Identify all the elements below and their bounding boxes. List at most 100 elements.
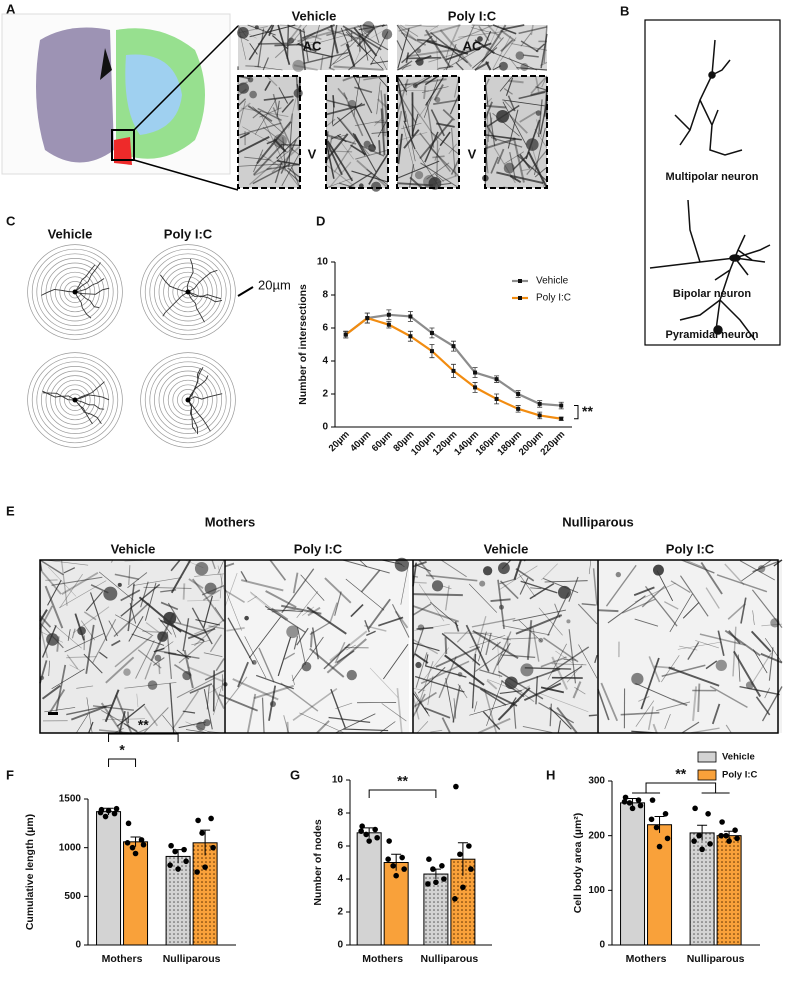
soma <box>237 26 249 39</box>
neurite <box>398 24 422 32</box>
neurite <box>594 655 598 664</box>
micrograph <box>598 560 782 733</box>
legend-marker <box>518 279 522 283</box>
neurite <box>432 155 445 159</box>
condition-label: Vehicle <box>48 226 93 241</box>
neurite <box>143 586 192 589</box>
region-label: V <box>468 146 477 161</box>
neurite <box>397 28 410 69</box>
neurite <box>535 676 538 705</box>
neurite <box>354 86 373 94</box>
region-label: AC <box>303 38 322 53</box>
soma <box>204 582 217 595</box>
neurite <box>370 60 389 65</box>
neurite <box>337 87 348 100</box>
data-point <box>194 869 200 875</box>
dendrite <box>187 291 223 303</box>
neurite <box>416 721 429 734</box>
sholl-ring <box>50 375 100 425</box>
neurite <box>529 582 555 600</box>
neurite <box>508 57 520 71</box>
neurite <box>237 100 246 132</box>
sholl-ring <box>36 253 114 331</box>
neurite <box>439 29 473 68</box>
roi-box <box>484 75 548 189</box>
neurite <box>551 646 590 673</box>
point <box>451 344 456 349</box>
neurite <box>677 641 722 650</box>
sholl-ring <box>172 276 204 308</box>
y-axis-label: Cumulative length (µm) <box>24 814 36 930</box>
neurite <box>286 721 289 734</box>
neurite <box>39 624 49 659</box>
neurite <box>592 568 598 606</box>
neurite <box>452 24 494 43</box>
neurite <box>325 135 352 143</box>
neurite <box>44 707 76 713</box>
neurite <box>377 117 389 138</box>
neurite <box>396 64 412 71</box>
neurite <box>568 629 577 684</box>
neurite <box>296 591 319 619</box>
neurite <box>400 24 419 37</box>
dendrite <box>187 399 198 435</box>
neurite <box>396 160 440 179</box>
neurite <box>740 597 747 624</box>
neurite <box>55 664 67 712</box>
soma <box>498 562 510 575</box>
neurite <box>728 630 741 645</box>
neurite <box>260 153 285 170</box>
neurite <box>39 609 48 622</box>
neurite <box>424 24 461 37</box>
significance-label: ** <box>582 403 593 419</box>
soma <box>301 661 312 672</box>
neurite <box>327 28 364 41</box>
neurite <box>258 647 275 683</box>
neurite <box>283 652 296 660</box>
neurite <box>297 42 317 53</box>
neurite <box>326 638 367 674</box>
y-tick-label: 500 <box>64 891 81 902</box>
neurite <box>98 651 108 659</box>
neurite <box>383 643 409 680</box>
neurite <box>247 24 276 36</box>
data-point <box>385 856 391 862</box>
neurite <box>394 610 409 629</box>
neurite <box>501 654 536 658</box>
sholl-ring <box>149 361 227 439</box>
neurite <box>409 176 423 189</box>
x-tick-label: Nulliparous <box>421 953 479 965</box>
neurite <box>484 77 489 106</box>
neurite <box>292 688 338 721</box>
neurite <box>105 656 135 684</box>
sholl-ring <box>163 267 213 317</box>
neurite <box>257 107 282 121</box>
neurite <box>412 581 427 584</box>
neurite <box>479 688 507 706</box>
neurite <box>516 668 561 686</box>
neurite <box>269 559 287 581</box>
neurite <box>266 75 278 87</box>
neurite <box>491 51 538 71</box>
y-tick-label: 200 <box>588 830 605 841</box>
neurite <box>724 563 745 586</box>
neurite <box>487 24 502 40</box>
neurite <box>403 120 416 150</box>
neurite <box>276 159 301 166</box>
neurite <box>520 580 558 594</box>
data-point <box>648 816 655 823</box>
neurite <box>345 31 384 70</box>
neurite <box>114 573 140 580</box>
neurite <box>504 151 524 165</box>
neurite <box>430 729 443 733</box>
neurite <box>296 627 306 665</box>
neurite <box>378 616 404 627</box>
neurite <box>381 703 407 722</box>
neurite <box>471 617 516 628</box>
neurite <box>371 131 389 134</box>
neurite <box>69 664 81 671</box>
neurite <box>309 631 314 648</box>
error-bar <box>457 842 468 876</box>
sholl-ring <box>59 276 91 308</box>
neurite <box>751 589 783 628</box>
